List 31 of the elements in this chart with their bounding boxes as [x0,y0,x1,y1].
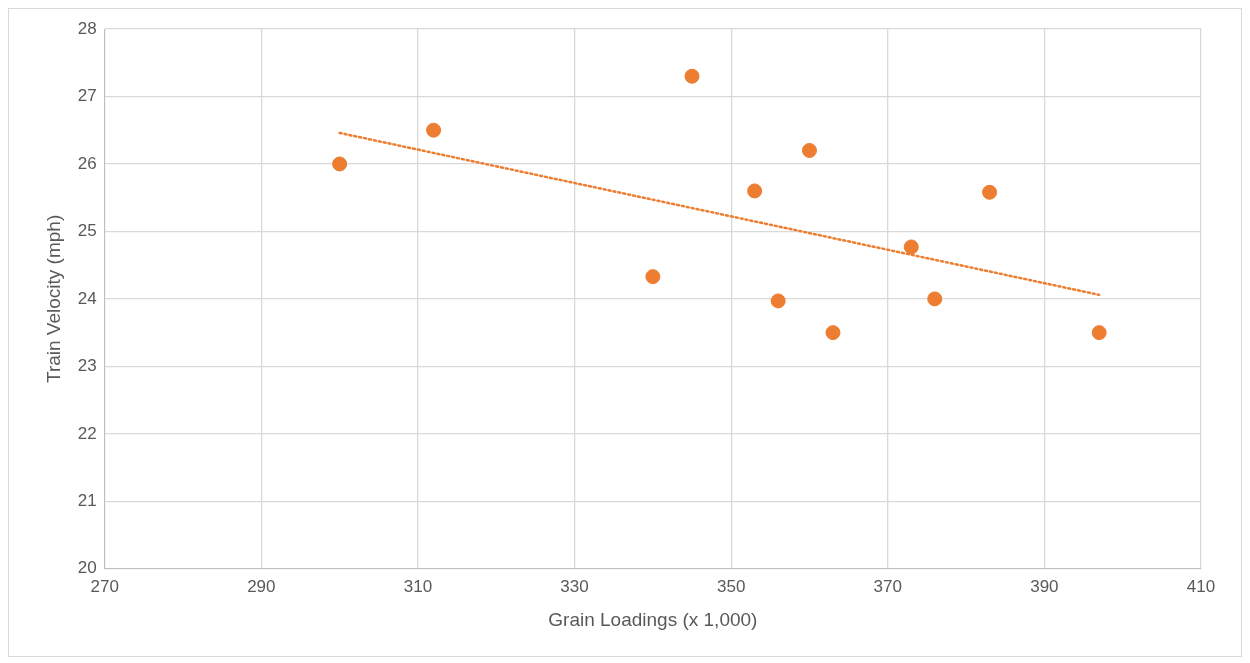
y-tick-label: 26 [77,153,97,173]
y-tick-label: 27 [77,86,97,106]
point [927,291,943,307]
x-tick-label: 290 [247,576,276,596]
y-tick-label: 24 [77,288,97,308]
x-tick-label: 350 [716,576,746,596]
x-tick-label: 330 [560,576,589,596]
point [825,325,841,341]
y-tick-label: 22 [77,423,97,443]
x-axis-title: Grain Loadings (x 1,000) [548,608,758,630]
x-tick-label: 310 [403,576,433,596]
point [747,183,763,199]
x-tick-label: 270 [90,576,119,596]
x-tick-label: 370 [873,576,902,596]
point [770,293,786,309]
y-tick-label: 21 [77,491,97,511]
point [903,239,919,255]
point [426,122,442,138]
y-tick-label: 25 [77,221,97,241]
point [801,142,817,158]
point [332,156,348,172]
y-tick-label: 28 [77,18,97,38]
point [982,184,998,200]
y-tick-label: 20 [77,558,97,578]
point [684,68,700,84]
x-tick-label: 410 [1186,576,1216,596]
point [645,269,661,285]
x-tick-label: 390 [1030,576,1059,596]
y-tick-label: 23 [77,356,97,376]
point [1091,325,1107,341]
y-axis-title: Train Velocity (mph) [42,214,64,384]
